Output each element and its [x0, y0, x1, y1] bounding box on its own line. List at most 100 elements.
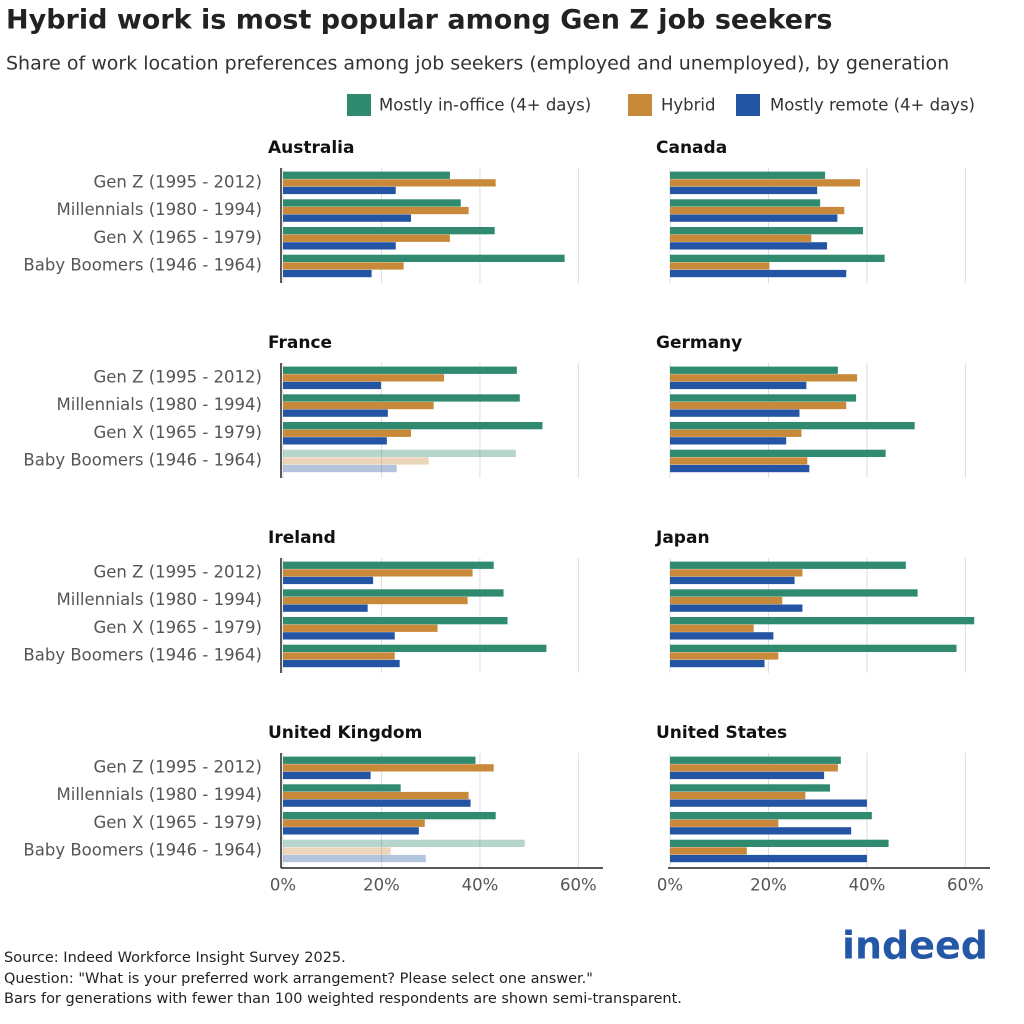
x-tick-label: 60%	[560, 876, 597, 895]
bar	[283, 764, 494, 772]
bar	[670, 179, 861, 187]
bar	[670, 366, 838, 374]
x-tick-label: 20%	[363, 876, 400, 895]
category-label: Gen Z (1995 - 2012)	[94, 563, 263, 582]
bar	[670, 374, 858, 382]
bar	[283, 819, 425, 827]
legend-label: Hybrid	[661, 96, 716, 115]
bar	[283, 381, 381, 390]
bar	[670, 242, 828, 250]
bar	[670, 381, 807, 390]
category-label: Baby Boomers (1946 - 1964)	[23, 256, 262, 275]
category-label: Baby Boomers (1946 - 1964)	[23, 841, 262, 860]
x-tick-label: 0%	[657, 876, 683, 895]
category-label: Gen Z (1995 - 2012)	[94, 173, 263, 192]
category-label: Gen Z (1995 - 2012)	[94, 758, 263, 777]
bar	[670, 214, 838, 222]
bar	[283, 632, 395, 640]
bar	[283, 756, 476, 764]
bar	[283, 589, 504, 597]
bar	[283, 457, 429, 465]
bar	[283, 827, 419, 835]
bar	[283, 604, 368, 612]
bar	[283, 409, 388, 417]
chart-title: Hybrid work is most popular among Gen Z …	[6, 5, 832, 36]
bar	[283, 624, 438, 632]
bar	[670, 561, 906, 569]
bar	[283, 429, 411, 437]
bar	[283, 199, 461, 207]
legend-swatch	[347, 94, 371, 116]
bar	[670, 186, 818, 195]
bar	[670, 624, 754, 632]
x-tick-label: 20%	[750, 876, 787, 895]
category-label: Gen Z (1995 - 2012)	[94, 368, 263, 387]
bar	[670, 652, 779, 660]
bar	[283, 771, 371, 780]
bar	[283, 569, 473, 577]
bar	[670, 596, 783, 605]
bar	[670, 854, 867, 863]
bar	[283, 617, 508, 625]
bar	[283, 596, 468, 605]
bar	[283, 422, 543, 430]
bar	[670, 171, 826, 179]
x-tick-label: 40%	[462, 876, 499, 895]
bar	[670, 394, 857, 402]
bar	[670, 799, 867, 807]
bar	[670, 827, 852, 835]
category-label: Millennials (1980 - 1994)	[57, 590, 262, 609]
bar	[670, 847, 747, 855]
bar	[283, 437, 387, 445]
bar	[670, 756, 841, 764]
category-label: Baby Boomers (1946 - 1964)	[23, 646, 262, 665]
bar	[283, 812, 496, 820]
x-tick-label: 60%	[947, 876, 984, 895]
category-label: Gen X (1965 - 1979)	[94, 228, 263, 247]
bar	[283, 576, 374, 585]
source-note: Source: Indeed Workforce Insight Survey …	[4, 950, 346, 966]
bar	[670, 784, 830, 792]
panel-title: Germany	[656, 333, 742, 353]
x-tick-label: 40%	[849, 876, 886, 895]
bar	[670, 262, 770, 270]
bar	[283, 269, 372, 278]
bar	[670, 839, 889, 847]
bar	[283, 234, 450, 242]
category-label: Millennials (1980 - 1994)	[57, 395, 262, 414]
bar	[670, 199, 821, 207]
bar	[283, 839, 525, 847]
x-tick-label: 0%	[270, 876, 296, 895]
category-label: Gen X (1965 - 1979)	[94, 618, 263, 637]
bar	[283, 171, 450, 179]
bar	[670, 409, 800, 417]
panel-title: Australia	[268, 138, 355, 158]
panel-title: Japan	[655, 528, 710, 548]
bar	[670, 437, 787, 445]
legend-label: Mostly in-office (4+ days)	[379, 96, 591, 115]
bar	[670, 604, 803, 612]
panel-title: United States	[656, 723, 787, 743]
bar	[670, 227, 863, 235]
category-label: Baby Boomers (1946 - 1964)	[23, 451, 262, 470]
bar	[283, 799, 471, 807]
bar	[670, 269, 847, 278]
bar	[670, 576, 795, 585]
category-label: Gen X (1965 - 1979)	[94, 813, 263, 832]
bar	[670, 764, 838, 772]
bar	[670, 644, 957, 652]
bar	[670, 429, 802, 437]
category-label: Gen X (1965 - 1979)	[94, 423, 263, 442]
bar	[283, 179, 496, 187]
bar	[283, 214, 411, 222]
bar	[283, 791, 469, 800]
bar	[283, 206, 469, 215]
bar	[283, 561, 494, 569]
bar	[670, 589, 918, 597]
bar	[670, 422, 915, 430]
bar	[283, 401, 434, 410]
bar	[670, 617, 975, 625]
chart-subtitle: Share of work location preferences among…	[6, 53, 949, 75]
logo: indeed	[842, 924, 988, 968]
